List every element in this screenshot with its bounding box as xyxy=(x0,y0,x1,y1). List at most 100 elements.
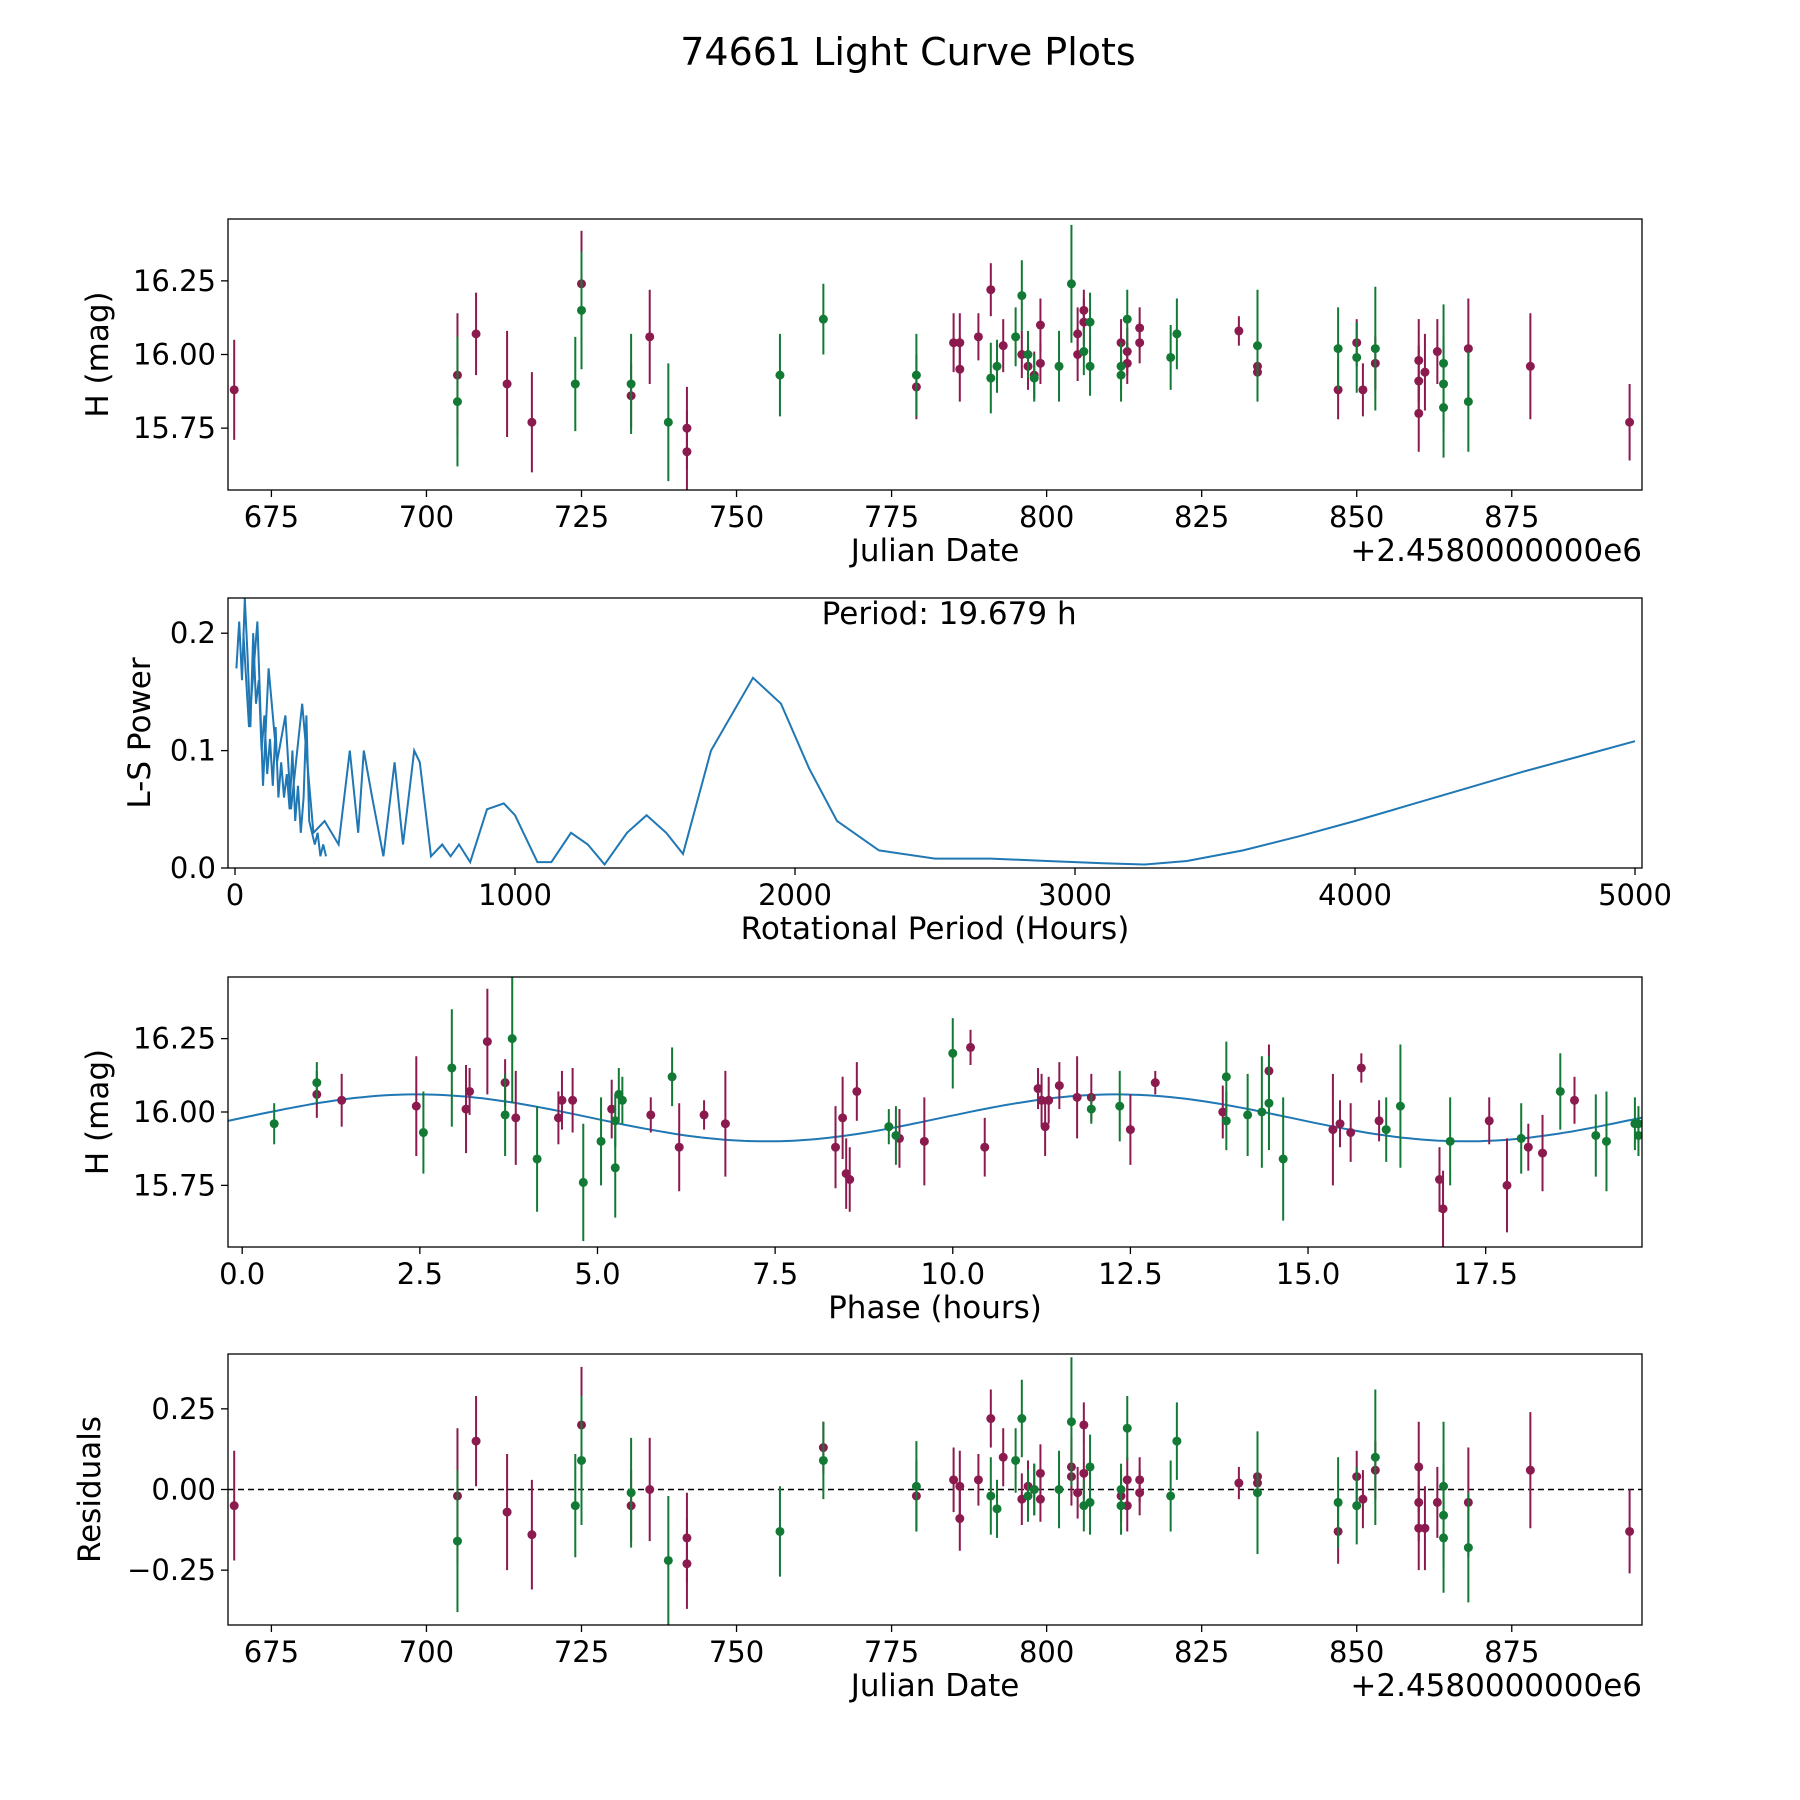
data-point xyxy=(1439,1483,1449,1593)
data-point xyxy=(1414,345,1424,417)
data-point xyxy=(527,372,537,473)
data-point xyxy=(992,339,1002,393)
data-point xyxy=(775,1486,785,1577)
data-marker xyxy=(1054,361,1064,371)
data-point xyxy=(919,1097,929,1186)
data-point xyxy=(1085,292,1095,352)
data-point xyxy=(1395,1044,1405,1168)
data-point xyxy=(1116,342,1126,390)
data-marker xyxy=(1370,344,1380,354)
data-point xyxy=(1432,1466,1442,1538)
data-point xyxy=(1374,1100,1384,1142)
data-point xyxy=(500,1073,510,1157)
data-point xyxy=(452,1470,462,1613)
data-marker xyxy=(919,1136,929,1146)
data-marker xyxy=(1035,1494,1045,1504)
data-point xyxy=(1079,327,1089,376)
data-marker xyxy=(1538,1148,1548,1158)
data-marker xyxy=(1085,1497,1095,1507)
data-marker xyxy=(992,1504,1002,1514)
x-tick-label: 10.0 xyxy=(920,1257,985,1291)
data-point xyxy=(986,342,996,414)
data-point xyxy=(1011,1428,1021,1493)
data-marker xyxy=(269,1119,279,1129)
x-tick-label: 875 xyxy=(1484,500,1539,534)
x-tick-label: 800 xyxy=(1019,500,1074,534)
data-point xyxy=(1040,1097,1050,1157)
data-marker xyxy=(1625,1526,1635,1536)
data-point xyxy=(1023,330,1033,379)
data-point xyxy=(1166,1460,1176,1532)
y-tick-label: 15.75 xyxy=(133,1168,216,1202)
x-tick-label: 2.5 xyxy=(397,1257,443,1291)
data-point xyxy=(1066,224,1076,343)
y-axis-label: Residuals xyxy=(72,1416,108,1563)
y-tick-label: 0.00 xyxy=(151,1473,216,1507)
data-marker xyxy=(1085,361,1095,371)
data-marker xyxy=(1352,1501,1362,1511)
data-point xyxy=(1116,1463,1126,1516)
data-point xyxy=(646,1097,656,1133)
data-marker xyxy=(229,1501,239,1511)
data-marker xyxy=(663,1555,673,1565)
data-point xyxy=(1150,1070,1160,1095)
data-marker xyxy=(568,1095,578,1105)
data-point xyxy=(1356,1053,1366,1083)
data-marker xyxy=(596,1136,606,1146)
data-point xyxy=(1414,1463,1424,1542)
data-marker xyxy=(955,1481,965,1491)
data-point xyxy=(998,1428,1008,1487)
data-point xyxy=(1234,1466,1244,1500)
data-point xyxy=(986,1389,996,1448)
data-marker xyxy=(1356,1063,1366,1073)
data-marker xyxy=(1221,1116,1231,1126)
data-point xyxy=(1358,363,1368,417)
data-point xyxy=(845,1147,855,1212)
data-marker xyxy=(1085,1462,1095,1472)
data-marker xyxy=(1122,1501,1132,1511)
data-marker xyxy=(1221,1072,1231,1082)
data-point xyxy=(667,1047,677,1107)
data-point xyxy=(568,1067,578,1133)
x-tick-label: 825 xyxy=(1174,500,1229,534)
data-marker xyxy=(447,1063,457,1073)
x-tick-label: 850 xyxy=(1329,500,1384,534)
data-point xyxy=(1445,1097,1455,1186)
data-point xyxy=(471,292,481,376)
data-marker xyxy=(1370,1452,1380,1462)
data-point xyxy=(663,1495,673,1625)
data-point xyxy=(1122,289,1132,349)
data-marker xyxy=(532,1154,542,1164)
data-point xyxy=(1484,1097,1494,1145)
data-point xyxy=(1370,286,1380,411)
data-marker xyxy=(986,373,996,383)
data-marker xyxy=(645,1485,655,1494)
data-marker xyxy=(1172,329,1182,339)
data-marker xyxy=(775,1526,785,1536)
data-point xyxy=(955,313,965,373)
data-marker xyxy=(1073,329,1083,339)
y-tick-label: 0.0 xyxy=(170,851,216,885)
data-point xyxy=(1333,307,1343,390)
data-marker xyxy=(1150,1078,1160,1088)
data-marker xyxy=(1072,1092,1082,1102)
data-marker xyxy=(838,1113,848,1123)
data-point xyxy=(1243,1073,1253,1157)
data-marker xyxy=(973,1475,983,1485)
data-marker xyxy=(891,1130,901,1140)
plot-area xyxy=(229,224,1635,490)
data-marker xyxy=(229,385,239,395)
data-marker xyxy=(452,397,462,407)
data-point xyxy=(1035,342,1045,384)
data-marker xyxy=(610,1116,620,1126)
data-point xyxy=(577,1395,586,1525)
data-marker xyxy=(482,1037,492,1047)
data-point xyxy=(1172,298,1182,370)
data-point xyxy=(1438,1170,1448,1247)
data-marker xyxy=(986,285,996,295)
data-point xyxy=(1073,1466,1083,1519)
data-point xyxy=(1333,1457,1343,1548)
data-point xyxy=(838,1076,848,1159)
data-point xyxy=(312,1062,322,1104)
